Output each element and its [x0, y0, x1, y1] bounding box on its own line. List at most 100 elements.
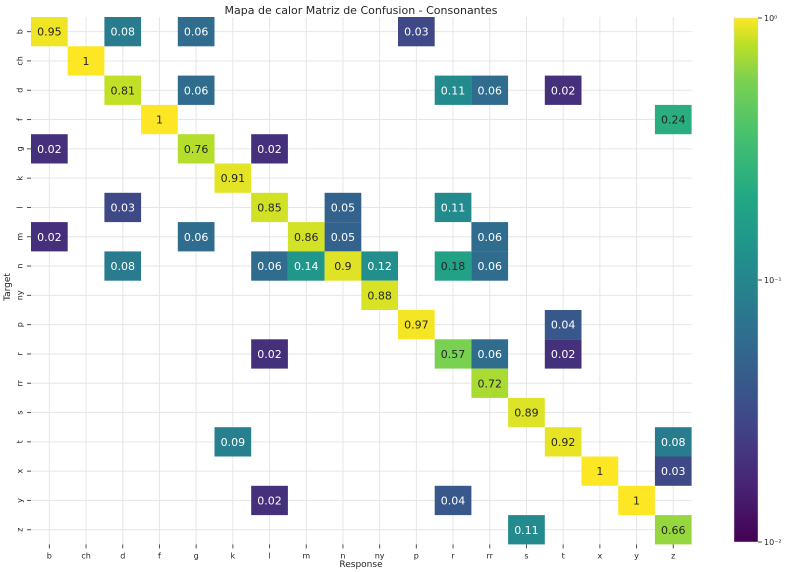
x-axis-tick-label-ch: ch: [81, 551, 90, 560]
heatmap-cell-label-m-b: 0.02: [37, 231, 62, 244]
y-axis-tick-label-z: z: [16, 528, 25, 532]
heatmap-cell-label-n-rr: 0.06: [478, 260, 503, 273]
x-axis-tick-label-z: z: [671, 551, 675, 560]
y-axis-tick-label-y: y: [16, 498, 25, 503]
x-axis-tick-label-l: l: [268, 551, 270, 560]
heatmap-cell-m-rr: [471, 222, 509, 252]
x-axis-tick-label-s: s: [524, 551, 528, 560]
heatmap-cell-y-r: [434, 485, 472, 516]
x-axis-tick-label-g: g: [194, 551, 199, 560]
heatmap-cell-t-t: [544, 427, 582, 457]
heatmap-cell-label-m-m: 0.86: [294, 231, 319, 244]
heatmap-cell-label-p-t: 0.04: [551, 319, 576, 332]
y-axis-tick-label-m: m: [16, 233, 25, 241]
y-axis-tick-label-t: t: [16, 440, 25, 443]
heatmap-cell-label-n-r: 0.18: [441, 260, 466, 273]
colorbar-tick-label-2: 10⁻²: [764, 538, 782, 547]
heatmap-cell-label-y-y: 1: [633, 494, 640, 507]
heatmap-cell-b-d: [104, 17, 142, 47]
colorbar-ticks: 10⁰ 10⁻¹ 10⁻²: [758, 14, 782, 547]
heatmap-cell-label-l-l: 0.85: [257, 201, 282, 214]
colorbar-tick-label-1: 10⁻¹: [764, 276, 782, 285]
heatmap-cell-n-m: [287, 251, 325, 281]
heatmap-cell-z-s: [508, 515, 545, 545]
y-axis-tick-label-rr: rr: [16, 379, 25, 386]
heatmap-cell-label-n-m: 0.14: [294, 260, 319, 273]
heatmap-cell-label-z-z: 0.66: [661, 524, 686, 537]
tick-layer: b ch d f g k l m n ny p r rr s t x y zbchdfgklmnnyprrrstx…: [16, 29, 676, 560]
x-axis-label: Response: [339, 560, 383, 570]
heatmap-cell-d-r: [434, 75, 472, 105]
colorbar-gradient: [733, 17, 759, 543]
heatmap-cell-d-g: [177, 75, 215, 105]
y-axis-tick-label-x: x: [16, 469, 25, 474]
heatmap-cell-m-b: [31, 222, 68, 252]
heatmap-cell-label-g-g: 0.76: [184, 143, 209, 156]
heatmap-cell-n-r: [434, 251, 472, 281]
x-axis-tick-label-y: y: [634, 551, 639, 560]
x-axis-tick-label-d: d: [120, 551, 125, 560]
x-axis-tick-label-k: k: [231, 551, 236, 560]
heatmap-cell-l-l: [251, 192, 288, 223]
heatmap-cell-x-z: [654, 456, 692, 486]
heatmap-cell-k-k: [214, 163, 252, 193]
x-axis-tick-label-b: b: [47, 551, 52, 560]
heatmap-cell-label-z-s: 0.11: [514, 524, 539, 537]
y-axis-tick-label-p: p: [16, 322, 25, 327]
heatmap-cell-label-d-g: 0.06: [184, 84, 209, 97]
heatmap-cell-r-rr: [471, 339, 509, 369]
heatmap-cell-label-p-p: 0.97: [404, 319, 429, 332]
heatmap-cell-f-f: [141, 104, 178, 135]
heatmap-cell-n-d: [104, 251, 142, 281]
heatmap-cell-label-k-k: 0.91: [221, 172, 246, 185]
heatmap-cell-d-rr: [471, 75, 509, 105]
heatmap-cell-label-x-x: 1: [596, 465, 603, 478]
heatmap-cell-label-ny-ny: 0.88: [367, 289, 392, 302]
heatmap-cell-g-g: [177, 134, 215, 164]
heatmap-cell-ny-ny: [361, 280, 398, 310]
heatmap-cell-label-x-z: 0.03: [661, 465, 686, 478]
heatmap-cell-label-l-d: 0.03: [111, 201, 136, 214]
heatmap-cell-g-b: [31, 134, 68, 164]
heatmap-cell-l-r: [434, 192, 472, 223]
heatmap-cell-g-l: [251, 134, 288, 164]
heatmap-cell-x-x: [581, 456, 619, 486]
y-axis-tick-label-r: r: [16, 352, 25, 356]
heatmap-cell-label-ch-ch: 1: [83, 55, 90, 68]
heatmap-cell-n-l: [251, 251, 288, 281]
heatmap-cell-label-n-n: 0.9: [334, 260, 352, 273]
heatmap-cell-label-d-d: 0.81: [111, 84, 136, 97]
heatmap-cell-r-l: [251, 339, 288, 369]
heatmap-cell-label-m-rr: 0.06: [478, 231, 503, 244]
heatmap-cell-rr-rr: [471, 368, 509, 398]
heatmap-cell-label-y-r: 0.04: [441, 494, 466, 507]
heatmap-cell-m-g: [177, 222, 215, 252]
y-axis-tick-label-b: b: [16, 29, 25, 34]
heatmap-cell-label-r-rr: 0.06: [478, 348, 503, 361]
y-axis-tick-label-s: s: [16, 410, 25, 414]
heatmap-cell-t-k: [214, 427, 252, 457]
heatmap-cell-label-n-ny: 0.12: [367, 260, 392, 273]
x-axis-tick-label-r: r: [451, 551, 455, 560]
heatmap-cell-f-z: [654, 104, 692, 135]
heatmap-cell-label-b-p: 0.03: [404, 26, 429, 39]
heatmap-cell-label-g-l: 0.02: [257, 143, 282, 156]
heatmap-cell-r-r: [434, 339, 472, 369]
heatmap-cell-y-l: [251, 485, 288, 516]
heatmap-cell-n-ny: [361, 251, 398, 281]
heatmap-cell-label-d-r: 0.11: [441, 84, 466, 97]
y-axis-tick-label-f: f: [16, 118, 25, 121]
heatmap-cell-ch-ch: [67, 46, 105, 76]
y-axis-tick-label-n: n: [16, 264, 25, 269]
heatmap-cell-label-t-k: 0.09: [221, 436, 246, 449]
heatmap-cell-d-t: [544, 75, 582, 105]
heatmap-cell-label-f-f: 1: [156, 114, 163, 127]
heatmap-cell-b-g: [177, 17, 215, 47]
heatmap-cell-z-z: [654, 515, 692, 545]
y-axis-tick-label-g: g: [16, 146, 25, 151]
heatmap-cell-label-n-l: 0.06: [257, 260, 282, 273]
heatmap-cell-b-b: [31, 17, 68, 47]
x-axis-tick-label-rr: rr: [487, 551, 494, 560]
heatmap-cell-label-b-b: 0.95: [37, 26, 62, 39]
heatmap-cell-label-g-b: 0.02: [37, 143, 62, 156]
